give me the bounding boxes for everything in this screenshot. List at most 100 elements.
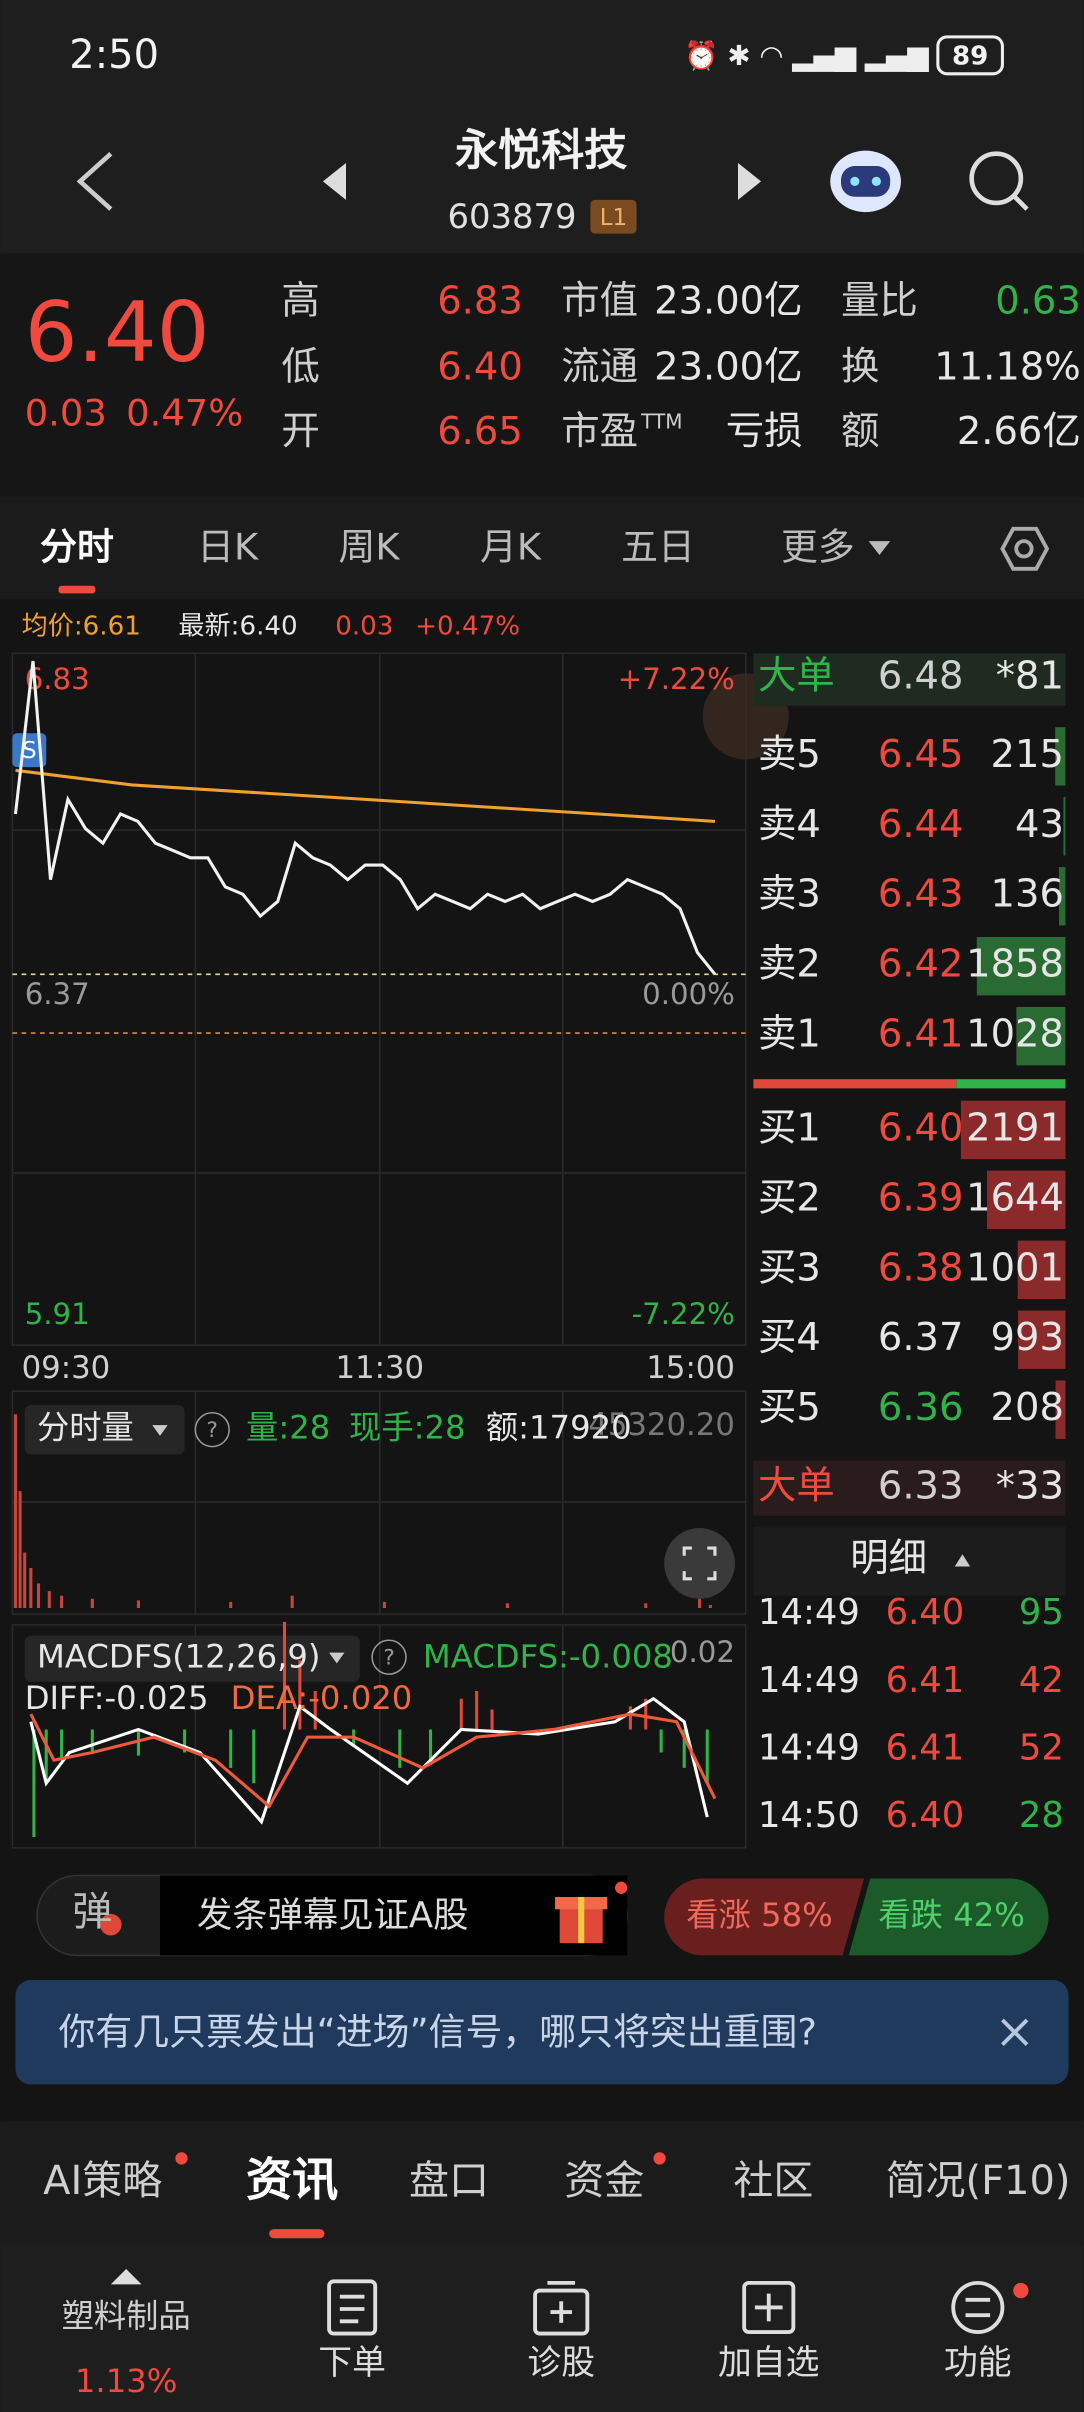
danmu-badge: [100, 1913, 122, 1936]
sector-arrow[interactable]: [110, 2269, 142, 2285]
detail-price: 6.40: [886, 1795, 965, 1836]
big-buy-bg: [753, 1460, 1066, 1516]
macd-value: MACDFS:-0.008: [423, 1638, 673, 1676]
volume-bar: [960, 1100, 1066, 1160]
macd-dropdown[interactable]: [24, 1635, 360, 1682]
chart-tab[interactable]: 更多: [781, 525, 855, 568]
content-tab[interactable]: 社区: [733, 2158, 813, 2204]
order-label: 大单: [758, 1464, 835, 1509]
gift-icon[interactable]: [555, 1897, 608, 1944]
quote-label: 额: [841, 409, 879, 454]
quote-value: 11.18%: [934, 344, 1081, 389]
danmu-text[interactable]: 发条弹幕见证A股: [197, 1895, 469, 1936]
banner-bg[interactable]: [15, 1980, 1069, 2085]
dea-line: [29, 1712, 717, 1809]
quote-bg: [0, 253, 1084, 497]
content-tab[interactable]: 简况(F10): [886, 2158, 1071, 2204]
order-volume: 43: [1015, 802, 1064, 847]
order-label: 卖5: [758, 732, 821, 777]
help-icon-text: ?: [383, 1646, 394, 1671]
detail-price: 6.41: [886, 1660, 965, 1701]
danmu-input[interactable]: [159, 1875, 628, 1956]
volume-value: 量:28: [246, 1409, 330, 1447]
divider-buy: [956, 1079, 1066, 1089]
quote-label-sup: TTM: [640, 409, 682, 433]
quote-value: 23.00亿: [654, 344, 802, 389]
chart-tab[interactable]: 分时: [40, 525, 114, 568]
sector-change: 1.13%: [75, 2362, 178, 2400]
detail-header-bg: [753, 1526, 1066, 1596]
order-volume: 1028: [966, 1012, 1064, 1057]
order-volume: *33: [996, 1464, 1064, 1509]
bullish-button[interactable]: [664, 1878, 865, 1956]
nav-item[interactable]: 诊股: [527, 2343, 595, 2382]
next-stock[interactable]: [738, 162, 762, 200]
banner-close[interactable]: [1001, 2018, 1029, 2046]
chart-tab[interactable]: 日K: [197, 525, 259, 568]
volume-bar: [1017, 1240, 1066, 1300]
order-volume: 1858: [966, 942, 1064, 987]
nav-item[interactable]: 下单: [318, 2343, 386, 2382]
y-min-label: 5.91: [25, 1297, 90, 1331]
tab-bar-bg: [0, 2121, 1084, 2245]
order-volume: 2191: [966, 1105, 1064, 1150]
order-volume: 215: [991, 732, 1064, 777]
volume-bar: [1016, 1006, 1066, 1066]
expand-button[interactable]: [664, 1528, 735, 1599]
volume-dropdown[interactable]: [24, 1405, 185, 1455]
macd-dea: DEA:-0.020: [231, 1679, 413, 1717]
volume-bars: [13, 1414, 712, 1608]
quote-label: 低: [281, 344, 319, 389]
search-button[interactable]: [969, 151, 1029, 211]
detail-title[interactable]: 明细: [850, 1536, 927, 1581]
macd-top: 0.02: [670, 1635, 735, 1669]
content-tab[interactable]: 盘口: [409, 2158, 489, 2204]
battery-level: 89: [952, 41, 988, 71]
nav-item[interactable]: 功能: [944, 2343, 1012, 2382]
sector-name[interactable]: 塑料制品: [62, 2297, 191, 2335]
content-tab[interactable]: AI策略: [43, 2158, 162, 2204]
detail-time: 14:49: [758, 1727, 860, 1768]
volume-title[interactable]: 分时量: [37, 1409, 134, 1447]
content-tab[interactable]: 资金: [564, 2158, 644, 2204]
volume-hand: 现手:28: [349, 1409, 465, 1447]
diff-line: [29, 1696, 709, 1825]
prev-stock[interactable]: [322, 162, 346, 200]
order-volume: 1644: [966, 1175, 1064, 1220]
order-price: 6.36: [878, 1385, 964, 1430]
zero-pct-label: 0.00%: [642, 977, 735, 1011]
chart-tab[interactable]: 周K: [339, 525, 401, 568]
chart-tab[interactable]: 月K: [480, 525, 542, 568]
sort-arrow[interactable]: [954, 1554, 971, 1567]
order-volume: *81: [996, 653, 1064, 698]
active-tab-indicator: [269, 2229, 325, 2239]
order-price: 6.44: [878, 802, 964, 847]
big-sell-bg: [753, 653, 1066, 706]
stock-name: 永悦科技: [455, 126, 627, 176]
volume-amount: 额:17920: [486, 1409, 632, 1447]
quote-value: 2.66亿: [957, 409, 1081, 454]
quote-value: 6.65: [437, 409, 523, 454]
help-icon[interactable]: [371, 1639, 407, 1675]
detail-time: 14:49: [758, 1592, 860, 1633]
bearish-button[interactable]: [848, 1878, 1049, 1956]
nav-item[interactable]: 加自选: [718, 2343, 819, 2382]
bottom-nav-bg: [0, 2244, 1084, 2412]
volume-bar: [1055, 727, 1066, 786]
content-tab[interactable]: 资讯: [246, 2152, 338, 2206]
order-price: 6.37: [878, 1315, 964, 1360]
order-price: 6.41: [878, 1012, 964, 1057]
back-button[interactable]: [76, 152, 113, 211]
help-icon[interactable]: [194, 1411, 230, 1448]
active-tab-indicator: [58, 585, 96, 594]
quote-value: 23.00亿: [654, 278, 802, 323]
ai-assistant[interactable]: [830, 150, 901, 213]
prev-close-label: 6.37: [25, 977, 90, 1011]
chart-tab[interactable]: 五日: [621, 525, 695, 568]
order-price: 6.39: [878, 1175, 964, 1220]
macd-title[interactable]: MACDFS(12,26,9): [37, 1638, 321, 1676]
settings-button[interactable]: [1000, 526, 1050, 571]
order-label: 买4: [758, 1315, 821, 1360]
order-volume: 993: [991, 1315, 1064, 1360]
more-arrow: [868, 541, 891, 555]
